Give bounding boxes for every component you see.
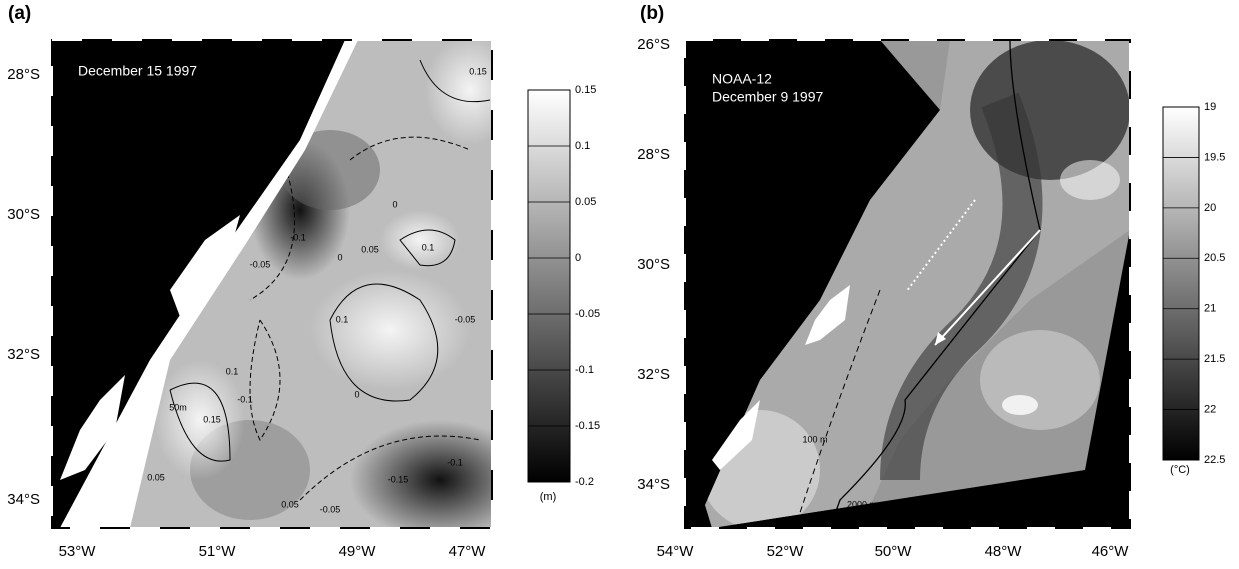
colorbar xyxy=(1162,106,1200,461)
colorbar-label: 0.05 xyxy=(575,196,596,208)
annotation: December 15 1997 xyxy=(78,63,197,79)
contour-label: 0.05 xyxy=(361,244,379,254)
panel-label: (a) xyxy=(8,3,31,24)
contour-label: 0 xyxy=(337,252,342,262)
colorbar xyxy=(527,89,571,483)
lat-label: 26°S xyxy=(637,36,670,53)
contour-label: 0.15 xyxy=(203,414,221,424)
colorbar-label: -0.1 xyxy=(575,364,594,376)
contour-label: -0.05 xyxy=(320,504,341,514)
contour-label: 0.1 xyxy=(422,242,435,252)
contour-label: 0.1 xyxy=(226,366,239,376)
lon-label: 52°W xyxy=(767,543,805,560)
panel-label: (b) xyxy=(640,3,664,24)
colorbar-label: -0.15 xyxy=(575,420,600,432)
contour-label: -0.05 xyxy=(455,314,476,324)
colorbar-unit: (°C) xyxy=(1170,464,1190,476)
lon-label: 47°W xyxy=(449,543,487,560)
contour-label: -0.15 xyxy=(388,474,409,484)
lat-label: 30°S xyxy=(7,206,40,223)
lon-label: 54°W xyxy=(657,543,695,560)
contour-label: 0.15 xyxy=(469,66,487,76)
colorbar-unit: (m) xyxy=(540,491,557,503)
lon-label: 49°W xyxy=(339,543,377,560)
lat-label: 28°S xyxy=(7,66,40,83)
contour-label: 0 xyxy=(392,199,397,209)
colorbar-label: 0.1 xyxy=(575,140,590,152)
colorbar-label: 20.5 xyxy=(1204,252,1225,264)
lon-label: 50°W xyxy=(875,543,913,560)
colorbar-label: 19 xyxy=(1204,101,1216,113)
annotation: NOAA-12 xyxy=(712,71,772,87)
colorbar-label: 21.5 xyxy=(1204,353,1225,365)
contour-label: -0.1 xyxy=(447,457,463,467)
colorbar-label: 19.5 xyxy=(1204,151,1225,163)
lat-label: 32°S xyxy=(637,366,670,383)
contour-label: 0.05 xyxy=(281,499,299,509)
map-a xyxy=(51,39,493,529)
lat-label: 28°S xyxy=(637,146,670,163)
contour-label: 0.05 xyxy=(147,472,165,482)
colorbar-label: -0.2 xyxy=(575,476,594,488)
map-b xyxy=(684,39,1131,529)
colorbar-label: 22.5 xyxy=(1204,454,1225,466)
colorbar-label: 0 xyxy=(575,252,581,264)
contour-label: 0 xyxy=(354,389,359,399)
contour-label: -0.1 xyxy=(237,394,253,404)
lon-label: 51°W xyxy=(199,543,237,560)
lon-label: 46°W xyxy=(1092,543,1130,560)
contour-label: 100 m xyxy=(802,434,827,444)
lat-label: 30°S xyxy=(637,256,670,273)
lat-label: 32°S xyxy=(7,346,40,363)
lat-label: 34°S xyxy=(637,476,670,493)
colorbar-label: 0.15 xyxy=(575,84,596,96)
contour-label: -0.05 xyxy=(250,259,271,269)
lon-label: 53°W xyxy=(59,543,97,560)
lon-label: 48°W xyxy=(985,543,1023,560)
contour-label: 2000 m xyxy=(847,499,877,509)
colorbar-label: 20 xyxy=(1204,202,1216,214)
contour-label: 50m xyxy=(169,402,187,412)
annotation: December 9 1997 xyxy=(712,89,824,105)
colorbar-label: -0.05 xyxy=(575,308,600,320)
colorbar-label: 21 xyxy=(1204,303,1216,315)
lat-label: 34°S xyxy=(7,491,40,508)
colorbar-label: 22 xyxy=(1204,403,1216,415)
contour-label: 0.1 xyxy=(336,314,349,324)
contour-label: -0.1 xyxy=(290,232,306,242)
